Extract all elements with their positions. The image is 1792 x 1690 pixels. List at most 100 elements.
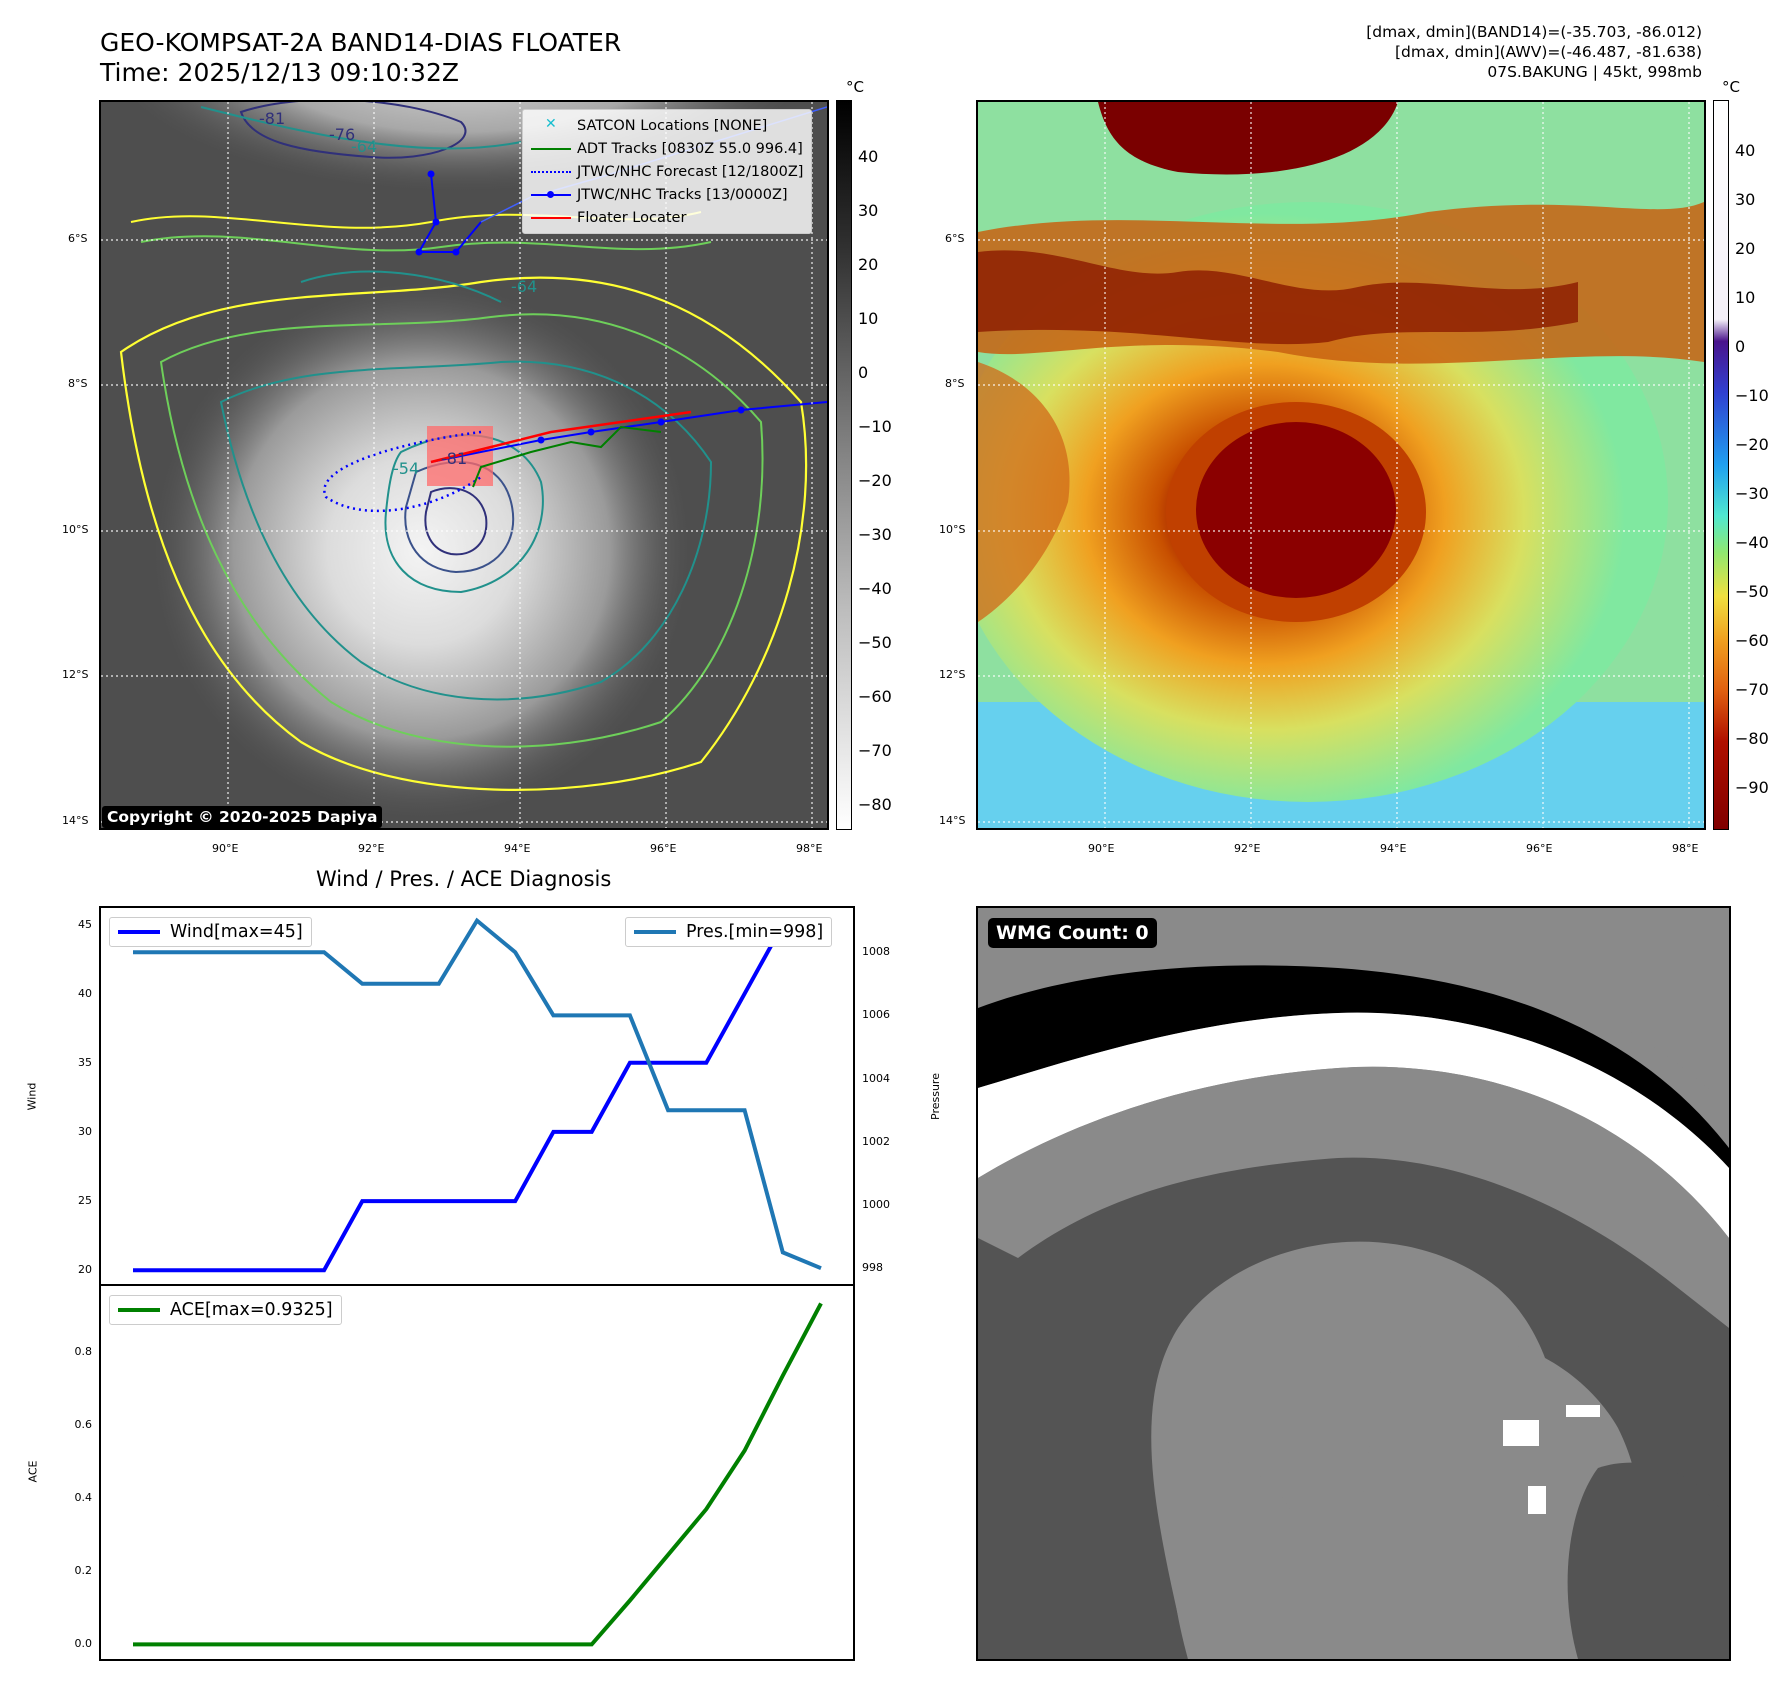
lat-tick: 6°S [945,232,965,245]
ace-tick: 0.0 [74,1637,93,1651]
contour-label: -54 [393,459,419,478]
cbar-tick: 30 [1735,190,1756,209]
lon-tick: 94°E [1380,842,1407,855]
cbar-tick: −40 [858,579,892,598]
diagnosis-title: Wind / Pres. / ACE Diagnosis [316,867,612,891]
contour-label: -64 [351,137,377,156]
figure-title: GEO-KOMPSAT-2A BAND14-DIAS FLOATER Time: … [100,28,621,88]
legend-tracks: JTWC/NHC Tracks [13/0000Z] [531,183,803,206]
cbar-tick: 40 [858,147,879,166]
cbar-tick: 40 [1735,141,1756,160]
lat-tick: 10°S [62,523,89,536]
pressure-tick: 998 [862,1261,883,1275]
gray-colorbar [836,100,852,830]
ace-tick: 0.2 [74,1564,93,1578]
ace-tick: 0.6 [74,1417,93,1431]
title-line2: Time: 2025/12/13 09:10:32Z [100,58,459,87]
contour-label: -64 [511,277,537,296]
cbar-tick: −70 [1735,680,1769,699]
legend-floater: Floater Locater [531,206,803,229]
wmg-panel [976,906,1731,1661]
lat-tick: 10°S [939,523,966,536]
lon-tick: 92°E [1234,842,1261,855]
pres-legend: Pres.[min=998] [625,917,833,947]
cbar-tick: −80 [1735,729,1769,748]
wind-tick: 30 [78,1124,92,1138]
wind-tick: 40 [78,986,92,1000]
cbar-tick: 10 [858,309,879,328]
lat-tick: 8°S [68,377,88,390]
legend-adt: ADT Tracks [0830Z 55.0 996.4] [531,137,803,160]
lon-tick: 96°E [650,842,677,855]
wind-tick: 25 [78,1194,92,1208]
cbar-tick: 30 [858,201,879,220]
ace-tick: 0.4 [74,1491,93,1505]
lon-tick: 92°E [358,842,385,855]
ace-series-line [133,1302,823,1647]
cbar-tick: −20 [858,471,892,490]
cbar-tick: −70 [858,741,892,760]
wmg-image [978,908,1729,1659]
title-line1: GEO-KOMPSAT-2A BAND14-DIAS FLOATER [100,28,622,57]
info-line2: [dmax, dmin](AWV)=(-46.487, -81.638) [1395,43,1702,61]
legend-satcon: ✕ SATCON Locations [NONE] [531,114,803,137]
ace-line-icon [118,1308,160,1312]
map-legend: ✕ SATCON Locations [NONE] ADT Tracks [083… [522,109,813,234]
cbar-tick: −30 [858,525,892,544]
copyright-label: Copyright © 2020-2025 Dapiya [102,806,383,828]
gray-colorbar-unit: °C [846,78,864,96]
cbar-tick: 0 [858,363,869,382]
lon-tick: 90°E [1088,842,1115,855]
wind-tick: 20 [78,1263,92,1277]
cbar-tick: −60 [1735,631,1769,650]
wind-pressure-plot [99,906,855,1286]
lat-tick: 12°S [62,668,89,681]
lat-tick: 14°S [939,814,966,827]
lat-tick: 12°S [939,668,966,681]
solid-line-icon [531,211,571,225]
cbar-tick: 20 [858,255,879,274]
ace-plot [99,1284,855,1661]
wind-pressure-svg [133,917,822,1273]
ace-ylabel: ACE [26,1460,40,1483]
wind-tick: 35 [78,1055,92,1069]
lon-tick: 94°E [504,842,531,855]
heat-colorbar-unit: °C [1722,78,1740,96]
wind-tick: 45 [78,917,92,931]
cbar-tick: −90 [1735,778,1769,797]
x-marker-icon: ✕ [545,115,557,132]
info-line1: [dmax, dmin](BAND14)=(-35.703, -86.012) [1366,23,1702,41]
dot-line-icon [531,188,571,202]
cbar-tick: −20 [1735,435,1769,454]
cbar-tick: −60 [858,687,892,706]
wind-series-line [133,922,821,1273]
ace-tick: 0.8 [74,1344,93,1358]
cbar-tick: 0 [1735,337,1746,356]
cbar-tick: −50 [1735,582,1769,601]
cbar-tick: −40 [1735,533,1769,552]
pressure-tick: 1008 [862,945,890,959]
cbar-tick: −10 [858,417,892,436]
lat-tick: 8°S [945,377,965,390]
cbar-tick: −80 [858,795,892,814]
pressure-ylabel: Pressure [928,1073,942,1120]
lat-tick: 6°S [68,232,88,245]
solid-line-icon [531,142,571,156]
contour-label: -81 [259,109,285,128]
wind-legend: Wind[max=45] [109,917,312,947]
enhanced-ir-panel [976,100,1706,830]
pres-line-icon [634,930,676,934]
storm-info: [dmax, dmin](BAND14)=(-35.703, -86.012) … [1366,22,1702,82]
ace-legend: ACE[max=0.9325] [109,1295,342,1325]
cbar-tick: 10 [1735,288,1756,307]
pressure-tick: 1002 [862,1134,890,1148]
lat-tick: 14°S [62,814,89,827]
wind-line-icon [118,930,160,934]
lon-tick: 90°E [212,842,239,855]
cbar-tick: −50 [858,633,892,652]
info-line3: 07S.BAKUNG | 45kt, 998mb [1487,63,1702,81]
pressure-tick: 1000 [862,1198,890,1211]
heat-colorbar [1713,100,1729,830]
cbar-tick: 20 [1735,239,1756,258]
pressure-tick: 1004 [862,1071,890,1085]
